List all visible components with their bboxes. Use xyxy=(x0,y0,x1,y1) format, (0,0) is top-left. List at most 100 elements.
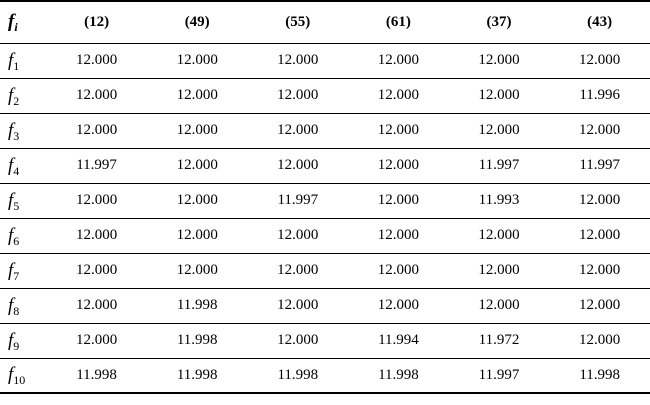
results-table: fi (12) (49) (55) (61) (37) (43) f1 12.0… xyxy=(0,0,650,394)
table-row: f5 12.000 12.000 11.997 12.000 11.993 12… xyxy=(0,183,650,219)
f-subscript: 9 xyxy=(13,338,20,353)
row-label: f3 xyxy=(0,113,47,149)
f-subscript: 7 xyxy=(13,268,20,283)
table-cell: 11.996 xyxy=(549,78,650,114)
f-symbol: f xyxy=(8,259,14,281)
f-symbol: f xyxy=(8,364,14,386)
table-cell: 12.000 xyxy=(348,288,449,324)
table-row: f3 12.000 12.000 12.000 12.000 12.000 12… xyxy=(0,113,650,149)
table-cell: 12.000 xyxy=(448,288,550,324)
table-cell: 12.000 xyxy=(46,288,147,324)
table-cell: 11.997 xyxy=(247,183,349,219)
table-cell: 11.997 xyxy=(549,148,650,184)
column-header: (55) xyxy=(247,1,349,44)
table-cell: 12.000 xyxy=(448,253,550,289)
column-header: (61) xyxy=(348,1,449,44)
table-cell: 12.000 xyxy=(247,253,349,289)
table-cell: 12.000 xyxy=(46,78,147,114)
column-header: (49) xyxy=(146,1,248,44)
f-symbol: f xyxy=(8,154,14,176)
f-subscript: i xyxy=(14,20,18,35)
table-cell: 12.000 xyxy=(146,253,248,289)
f-symbol: f xyxy=(8,119,14,141)
table-row: f2 12.000 12.000 12.000 12.000 12.000 11… xyxy=(0,78,650,114)
table-cell: 11.998 xyxy=(46,358,147,394)
table-cell: 12.000 xyxy=(247,113,349,149)
table-row: f10 11.998 11.998 11.998 11.998 11.997 1… xyxy=(0,358,650,394)
table-cell: 12.000 xyxy=(46,113,147,149)
table-cell: 12.000 xyxy=(549,288,650,324)
table-row: f1 12.000 12.000 12.000 12.000 12.000 12… xyxy=(0,43,650,79)
table-cell: 12.000 xyxy=(146,43,248,79)
header-fi-label: fi xyxy=(0,1,47,44)
table-cell: 12.000 xyxy=(46,323,147,359)
table-cell: 12.000 xyxy=(247,323,349,359)
table-cell: 11.997 xyxy=(448,358,550,394)
table-cell: 12.000 xyxy=(247,43,349,79)
table-cell: 12.000 xyxy=(46,43,147,79)
table-cell: 12.000 xyxy=(348,183,449,219)
table-cell: 12.000 xyxy=(448,113,550,149)
table-cell: 12.000 xyxy=(348,43,449,79)
table-cell: 12.000 xyxy=(247,148,349,184)
f-subscript: 2 xyxy=(13,93,20,108)
row-label: f6 xyxy=(0,218,47,254)
table-cell: 12.000 xyxy=(247,218,349,254)
row-label: f7 xyxy=(0,253,47,289)
row-label: f8 xyxy=(0,288,47,324)
table-cell: 12.000 xyxy=(448,78,550,114)
table-cell: 12.000 xyxy=(146,113,248,149)
row-label: f1 xyxy=(0,43,47,79)
table-cell: 12.000 xyxy=(247,78,349,114)
table-row: f4 11.997 12.000 12.000 12.000 11.997 11… xyxy=(0,148,650,184)
f-symbol: f xyxy=(8,11,15,33)
table-cell: 12.000 xyxy=(348,218,449,254)
f-subscript: 10 xyxy=(13,373,26,388)
table-cell: 11.998 xyxy=(247,358,349,394)
row-label: f4 xyxy=(0,148,47,184)
f-subscript: 6 xyxy=(13,233,20,248)
table-cell: 12.000 xyxy=(348,78,449,114)
table-cell: 12.000 xyxy=(448,218,550,254)
table-cell: 12.000 xyxy=(146,78,248,114)
table-cell: 12.000 xyxy=(46,218,147,254)
column-header: (43) xyxy=(549,1,650,44)
table-cell: 11.994 xyxy=(348,323,449,359)
table-row: f6 12.000 12.000 12.000 12.000 12.000 12… xyxy=(0,218,650,254)
f-symbol: f xyxy=(8,329,14,351)
table-cell: 12.000 xyxy=(348,113,449,149)
table-row: f7 12.000 12.000 12.000 12.000 12.000 12… xyxy=(0,253,650,289)
table-cell: 11.998 xyxy=(549,358,650,394)
table-cell: 12.000 xyxy=(549,323,650,359)
table-cell: 11.998 xyxy=(146,358,248,394)
table-cell: 11.997 xyxy=(448,148,550,184)
table-cell: 12.000 xyxy=(549,113,650,149)
row-label: f5 xyxy=(0,183,47,219)
f-subscript: 8 xyxy=(13,303,20,318)
table-cell: 12.000 xyxy=(146,183,248,219)
f-subscript: 3 xyxy=(13,128,20,143)
table-cell: 12.000 xyxy=(549,183,650,219)
table-cell: 12.000 xyxy=(348,253,449,289)
table-cell: 12.000 xyxy=(46,183,147,219)
row-label: f10 xyxy=(0,358,47,394)
table-cell: 12.000 xyxy=(247,288,349,324)
table-cell: 12.000 xyxy=(46,253,147,289)
table-cell: 12.000 xyxy=(146,148,248,184)
table-cell: 11.972 xyxy=(448,323,550,359)
row-label: f2 xyxy=(0,78,47,114)
table-cell: 12.000 xyxy=(348,148,449,184)
table-cell: 12.000 xyxy=(146,218,248,254)
f-symbol: f xyxy=(8,84,14,106)
table-cell: 11.998 xyxy=(146,288,248,324)
header-row: fi (12) (49) (55) (61) (37) (43) xyxy=(0,1,650,44)
table-row: f8 12.000 11.998 12.000 12.000 12.000 12… xyxy=(0,288,650,324)
f-symbol: f xyxy=(8,189,14,211)
table-cell: 11.997 xyxy=(46,148,147,184)
table-cell: 12.000 xyxy=(448,43,550,79)
f-symbol: f xyxy=(8,49,14,71)
table-cell: 11.998 xyxy=(348,358,449,394)
table-cell: 12.000 xyxy=(549,43,650,79)
table-cell: 12.000 xyxy=(549,253,650,289)
row-label: f9 xyxy=(0,323,47,359)
